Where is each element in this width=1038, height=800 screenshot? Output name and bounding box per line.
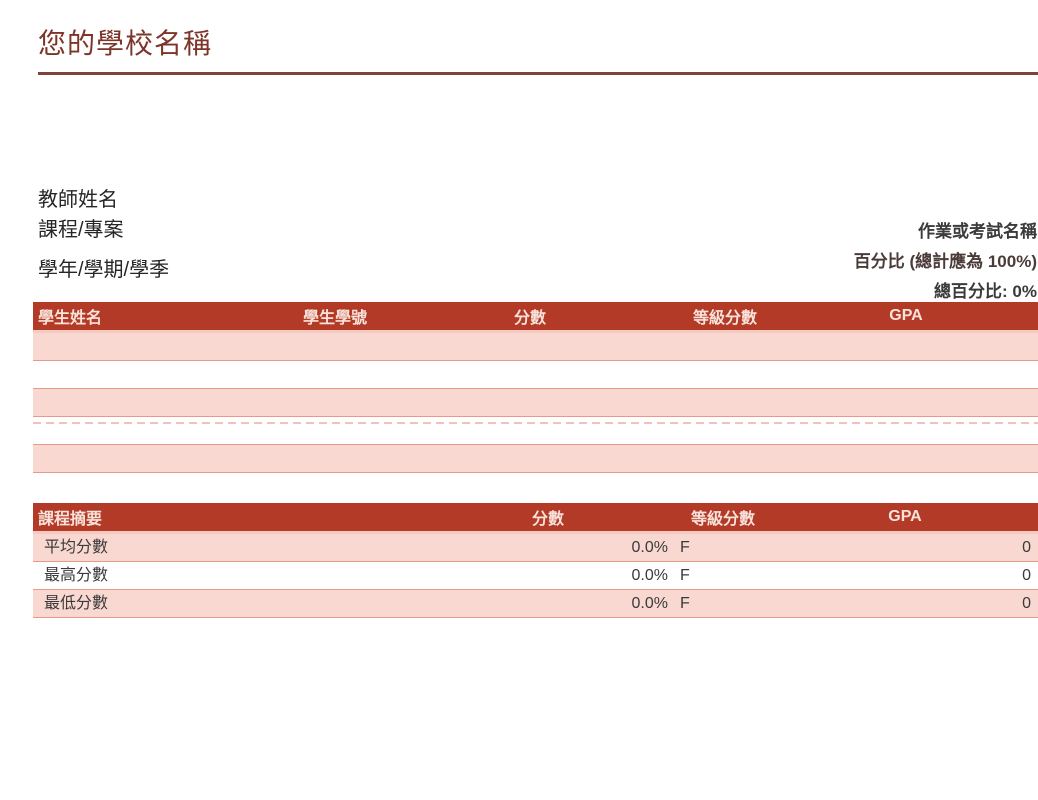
student-id-cell[interactable] bbox=[240, 417, 430, 444]
col-header-course-summary: 課程摘要 bbox=[38, 511, 103, 528]
summary-score-value: 0.0% bbox=[631, 595, 668, 612]
student-row-1 bbox=[33, 333, 1038, 361]
student-name-cell[interactable] bbox=[33, 445, 240, 472]
summary-grade-value: F bbox=[680, 595, 690, 612]
student-grade-cell[interactable] bbox=[630, 389, 820, 416]
student-id-cell[interactable] bbox=[240, 361, 430, 388]
col-header-score: 分數 bbox=[531, 511, 564, 528]
summary-label: 平均分數 bbox=[44, 539, 109, 556]
student-name-cell[interactable] bbox=[33, 333, 240, 360]
student-grade-cell[interactable] bbox=[630, 333, 820, 360]
assignment-name-field[interactable]: 作業或考試名稱 bbox=[918, 222, 1037, 241]
student-gpa-cell[interactable] bbox=[820, 417, 1038, 444]
col-header-grade: 等級分數 bbox=[690, 511, 755, 528]
student-gpa-cell[interactable] bbox=[820, 361, 1038, 388]
assignment-info-block: 作業或考試名稱 百分比 (總計應為 100%) 總百分比: 0% bbox=[854, 221, 1037, 311]
year-term-field[interactable]: 學年/學期/學季 bbox=[38, 259, 170, 281]
col-header-gpa: GPA bbox=[888, 508, 922, 525]
school-name-title[interactable]: 您的學校名稱 bbox=[38, 28, 213, 59]
student-name-cell[interactable] bbox=[33, 389, 240, 416]
summary-row-highest: 最高分數 0.0% F 0 bbox=[33, 562, 1038, 590]
students-table: 學生姓名 學生學號 分數 等級分數 GPA bbox=[33, 302, 1038, 473]
student-id-cell[interactable] bbox=[240, 389, 430, 416]
student-score-cell[interactable] bbox=[430, 445, 630, 472]
summary-gpa-value: 0 bbox=[1022, 595, 1031, 612]
student-name-cell[interactable] bbox=[33, 417, 240, 444]
summary-score-value: 0.0% bbox=[631, 567, 668, 584]
title-underline bbox=[38, 72, 1038, 75]
course-info-block: 教師姓名 課程/專案 學年/學期/學季 bbox=[38, 188, 169, 288]
student-gpa-cell[interactable] bbox=[820, 445, 1038, 472]
summary-gpa-value: 0 bbox=[1022, 539, 1031, 556]
student-id-cell[interactable] bbox=[240, 445, 430, 472]
summary-gpa-value: 0 bbox=[1022, 567, 1031, 584]
student-gpa-cell[interactable] bbox=[820, 333, 1038, 360]
col-header-grade: 等級分數 bbox=[692, 310, 757, 327]
student-score-cell[interactable] bbox=[430, 417, 630, 444]
student-score-cell[interactable] bbox=[430, 361, 630, 388]
student-name-cell[interactable] bbox=[33, 361, 240, 388]
col-header-student-name: 學生姓名 bbox=[38, 310, 103, 327]
teacher-name-field[interactable]: 教師姓名 bbox=[38, 189, 118, 211]
percentage-label: 百分比 (總計應為 100%) bbox=[853, 252, 1037, 271]
student-grade-cell[interactable] bbox=[630, 417, 820, 444]
summary-label: 最高分數 bbox=[44, 567, 109, 584]
student-grade-cell[interactable] bbox=[630, 445, 820, 472]
course-summary-table: 課程摘要 分數 等級分數 GPA 平均分數 0.0% F 0 最高分數 0.0%… bbox=[33, 503, 1038, 618]
summary-score-value: 0.0% bbox=[631, 539, 668, 556]
student-row-3 bbox=[33, 389, 1038, 417]
course-project-field[interactable]: 課程/專案 bbox=[38, 219, 124, 241]
total-percentage-value: 總百分比: 0% bbox=[934, 282, 1037, 301]
summary-row-average: 平均分數 0.0% F 0 bbox=[33, 534, 1038, 562]
col-header-score: 分數 bbox=[513, 310, 546, 327]
students-table-header: 學生姓名 學生學號 分數 等級分數 GPA bbox=[33, 302, 1038, 333]
student-row-2 bbox=[33, 361, 1038, 389]
summary-row-lowest: 最低分數 0.0% F 0 bbox=[33, 590, 1038, 618]
summary-grade-value: F bbox=[680, 539, 690, 556]
student-score-cell[interactable] bbox=[430, 389, 630, 416]
student-row-5 bbox=[33, 445, 1038, 473]
col-header-student-id: 學生學號 bbox=[302, 310, 367, 327]
student-row-4 bbox=[33, 417, 1038, 445]
summary-table-header: 課程摘要 分數 等級分數 GPA bbox=[33, 503, 1038, 534]
student-grade-cell[interactable] bbox=[630, 361, 820, 388]
student-id-cell[interactable] bbox=[240, 333, 430, 360]
summary-label: 最低分數 bbox=[44, 595, 109, 612]
student-score-cell[interactable] bbox=[430, 333, 630, 360]
student-gpa-cell[interactable] bbox=[820, 389, 1038, 416]
summary-grade-value: F bbox=[680, 567, 690, 584]
col-header-gpa: GPA bbox=[889, 307, 923, 324]
